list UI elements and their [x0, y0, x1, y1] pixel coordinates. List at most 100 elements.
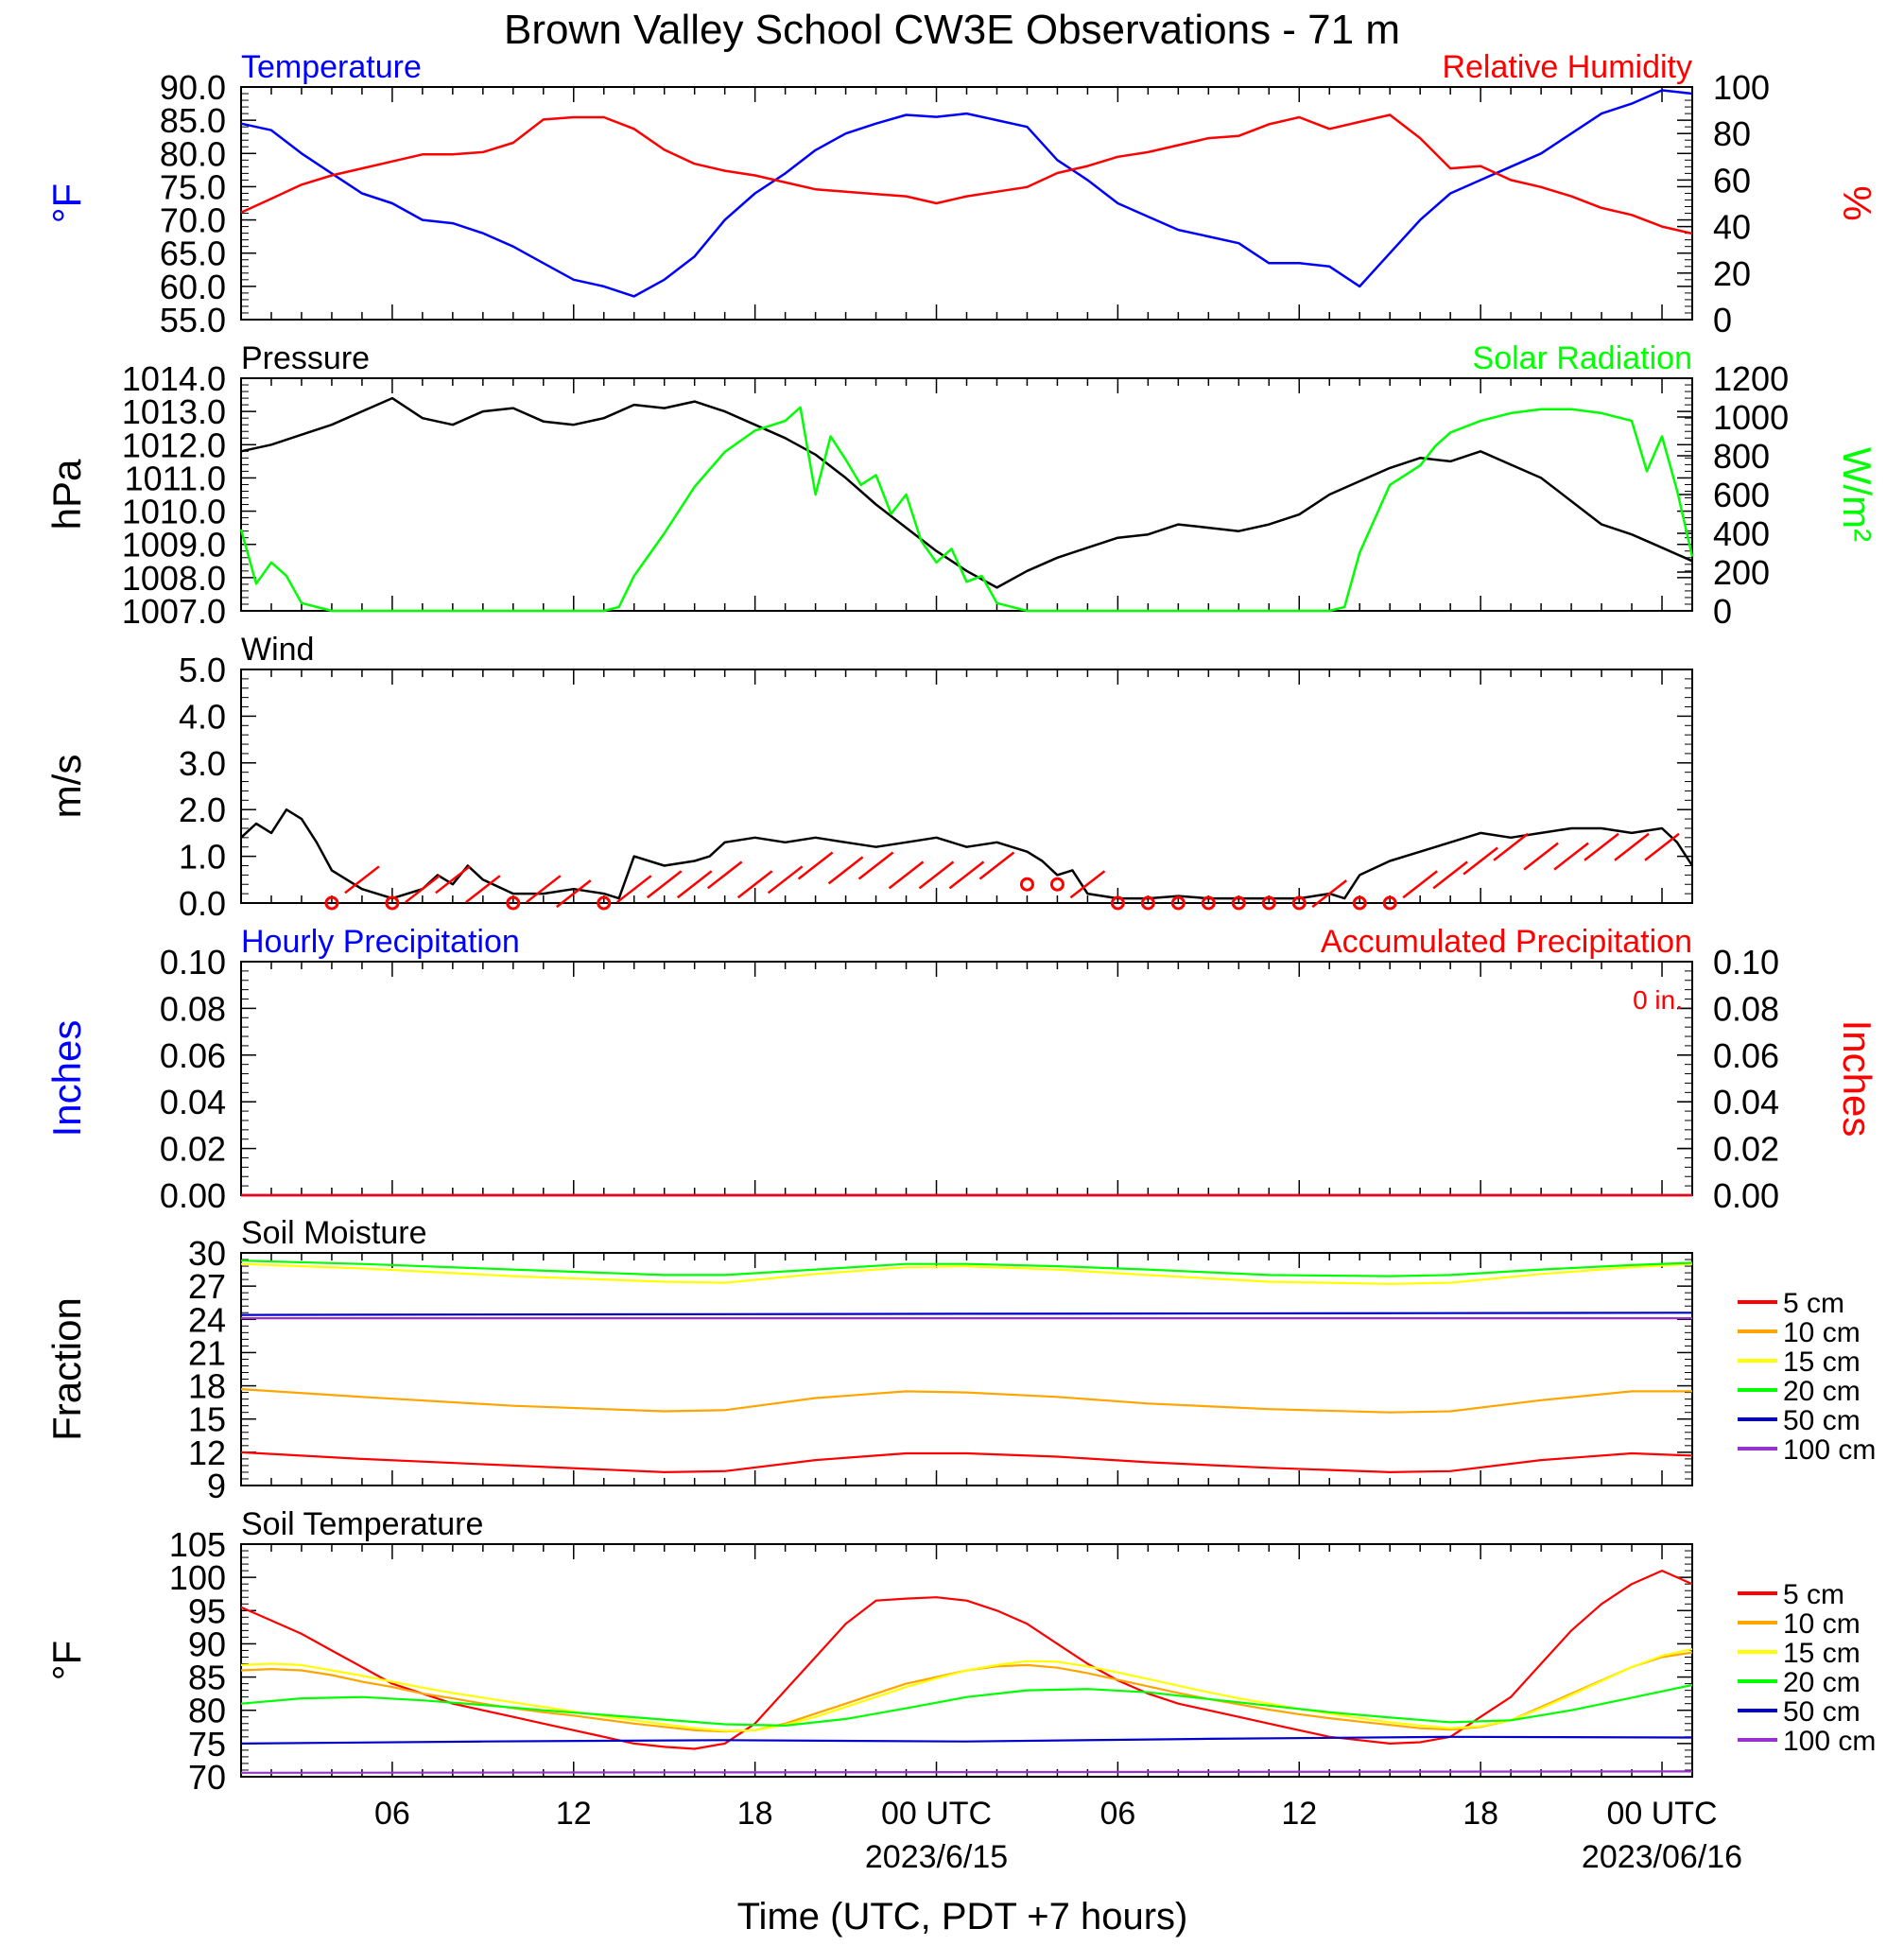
- y-axis-label-right: Inches: [1835, 1020, 1879, 1138]
- y-tick-label-left: 0.00: [160, 1176, 226, 1215]
- y-tick-label-left: 1014.0: [122, 359, 226, 398]
- wind-barb: [1311, 879, 1348, 909]
- panel-title-left: Soil Moisture: [241, 1215, 427, 1251]
- x-tick-label: 06: [1099, 1796, 1135, 1832]
- y-tick-label-left: 85.0: [160, 101, 226, 140]
- y-tick-label-right: 800: [1713, 437, 1770, 476]
- legend-label: 50 cm: [1783, 1696, 1861, 1728]
- wind-barb: [948, 860, 985, 890]
- y-tick-label-left: 0.0: [179, 884, 226, 923]
- series-line: [240, 1451, 1693, 1473]
- panel-title-right: Accumulated Precipitation: [1321, 924, 1692, 960]
- y-tick-label-left: 55.0: [160, 301, 226, 339]
- y-tick-label-left: 65.0: [160, 235, 226, 273]
- y-tick-label-left: 1011.0: [125, 459, 226, 497]
- panels-group: 55.060.065.070.075.080.085.090.002040608…: [44, 49, 1879, 1875]
- wind-barb: [706, 860, 743, 890]
- y-tick-label-right: 1200: [1713, 359, 1789, 398]
- wind-calm-circle: [597, 895, 612, 911]
- wind-barb: [1069, 870, 1106, 899]
- wind-barb: [465, 875, 501, 904]
- y-tick-label-left: 105: [169, 1525, 226, 1564]
- y-tick-label-left: 75: [188, 1725, 226, 1764]
- legend-label: 5 cm: [1783, 1579, 1844, 1610]
- wind-barb: [1584, 832, 1619, 861]
- wind-barb: [615, 875, 652, 904]
- series-line: [240, 89, 1693, 298]
- wind-barb: [405, 875, 441, 904]
- y-tick-label-right: 400: [1713, 514, 1770, 553]
- panel-title-left: Temperature: [241, 49, 422, 85]
- wind-barb: [978, 851, 1015, 880]
- y-tick-label-left: 70: [188, 1758, 226, 1797]
- wind-barb: [736, 870, 773, 899]
- y-tick-label-left: 90.0: [160, 68, 226, 107]
- series-line: [240, 1770, 1693, 1774]
- y-tick-label-right: 1000: [1713, 398, 1789, 437]
- y-tick-label-left: 30: [188, 1234, 226, 1273]
- y-tick-label-right: 0.10: [1713, 943, 1779, 982]
- series-line: [240, 1260, 1693, 1277]
- wind-calm-circle: [1352, 895, 1367, 911]
- y-tick-label-right: 0.08: [1713, 989, 1779, 1028]
- series-line: [240, 1735, 1693, 1745]
- wind-calm-circle: [1201, 895, 1216, 911]
- y-tick-label-left: 3.0: [179, 744, 226, 783]
- series-line: [239, 406, 1694, 613]
- y-tick-label-right: 0.00: [1713, 1176, 1779, 1215]
- wind-barb: [918, 860, 955, 890]
- y-tick-label-left: 0.08: [160, 989, 226, 1028]
- y-tick-label-left: 1008.0: [122, 559, 226, 598]
- wind-barb: [556, 879, 592, 909]
- x-tick-label: 18: [1463, 1796, 1498, 1832]
- legend-label: 10 cm: [1783, 1317, 1861, 1348]
- panel-title-left: Hourly Precipitation: [241, 924, 520, 960]
- wind-calm-circle: [324, 895, 339, 911]
- y-tick-label-left: 0.04: [160, 1083, 226, 1121]
- y-axis-label-right: W/m²: [1835, 447, 1879, 542]
- x-tick-label: 00 UTC: [881, 1796, 992, 1832]
- panel-pressure_solar: 1007.01008.01009.01010.01011.01012.01013…: [44, 340, 1879, 631]
- panel-title-right: Relative Humidity: [1442, 49, 1692, 85]
- y-axis-label-left: Fraction: [44, 1297, 89, 1441]
- wind-barb: [1432, 860, 1468, 890]
- y-tick-label-right: 40: [1713, 208, 1751, 247]
- wind-calm-circle: [1049, 877, 1065, 892]
- y-tick-label-left: 9: [207, 1467, 226, 1505]
- wind-barb: [1523, 842, 1559, 871]
- panel-temp_rh: 55.060.065.070.075.080.085.090.0 0 20 40 60 8…: [44, 49, 1879, 339]
- y-tick-label-right: 0: [1713, 301, 1732, 339]
- y-tick-label-left: 21: [188, 1333, 226, 1372]
- y-tick-label-right: 80: [1713, 114, 1751, 153]
- wind-calm-circle: [1382, 895, 1397, 911]
- wind-barb: [857, 851, 894, 880]
- y-tick-label-right: 0.04: [1713, 1083, 1779, 1121]
- series-line: [240, 1648, 1693, 1732]
- wind-barb: [1614, 832, 1650, 861]
- y-tick-label-right: 600: [1713, 476, 1770, 514]
- y-tick-label-left: 1007.0: [122, 592, 226, 631]
- x-tick-label: 12: [1281, 1796, 1317, 1832]
- x-tick-label: 00 UTC: [1606, 1796, 1717, 1832]
- panel-title-right: Solar Radiation: [1473, 340, 1692, 376]
- y-tick-label-left: 1.0: [179, 838, 226, 877]
- y-axis-label-left: °F: [44, 183, 89, 223]
- series-line: [240, 396, 1693, 589]
- panel-precip: 0.00 0.02 0.04 0.06 0.08 0.10 0.00 0.02 0.04 0.06…: [44, 924, 1879, 1215]
- y-tick-label-left: 1009.0: [122, 526, 226, 565]
- y-tick-label-right: 60: [1713, 161, 1751, 200]
- y-tick-label-left: 75.0: [160, 167, 226, 206]
- wind-calm-circle: [1110, 895, 1125, 911]
- y-tick-label-left: 24: [188, 1300, 226, 1339]
- y-tick-label-right: 0: [1713, 592, 1732, 631]
- wind-calm-circle: [1231, 895, 1246, 911]
- x-tick-label: 12: [556, 1796, 592, 1832]
- y-tick-label-left: 5.0: [179, 651, 226, 689]
- wind-barb: [767, 865, 804, 895]
- wind-barb: [1644, 832, 1680, 861]
- series-line: [240, 1312, 1693, 1316]
- y-tick-label-left: 18: [188, 1367, 226, 1406]
